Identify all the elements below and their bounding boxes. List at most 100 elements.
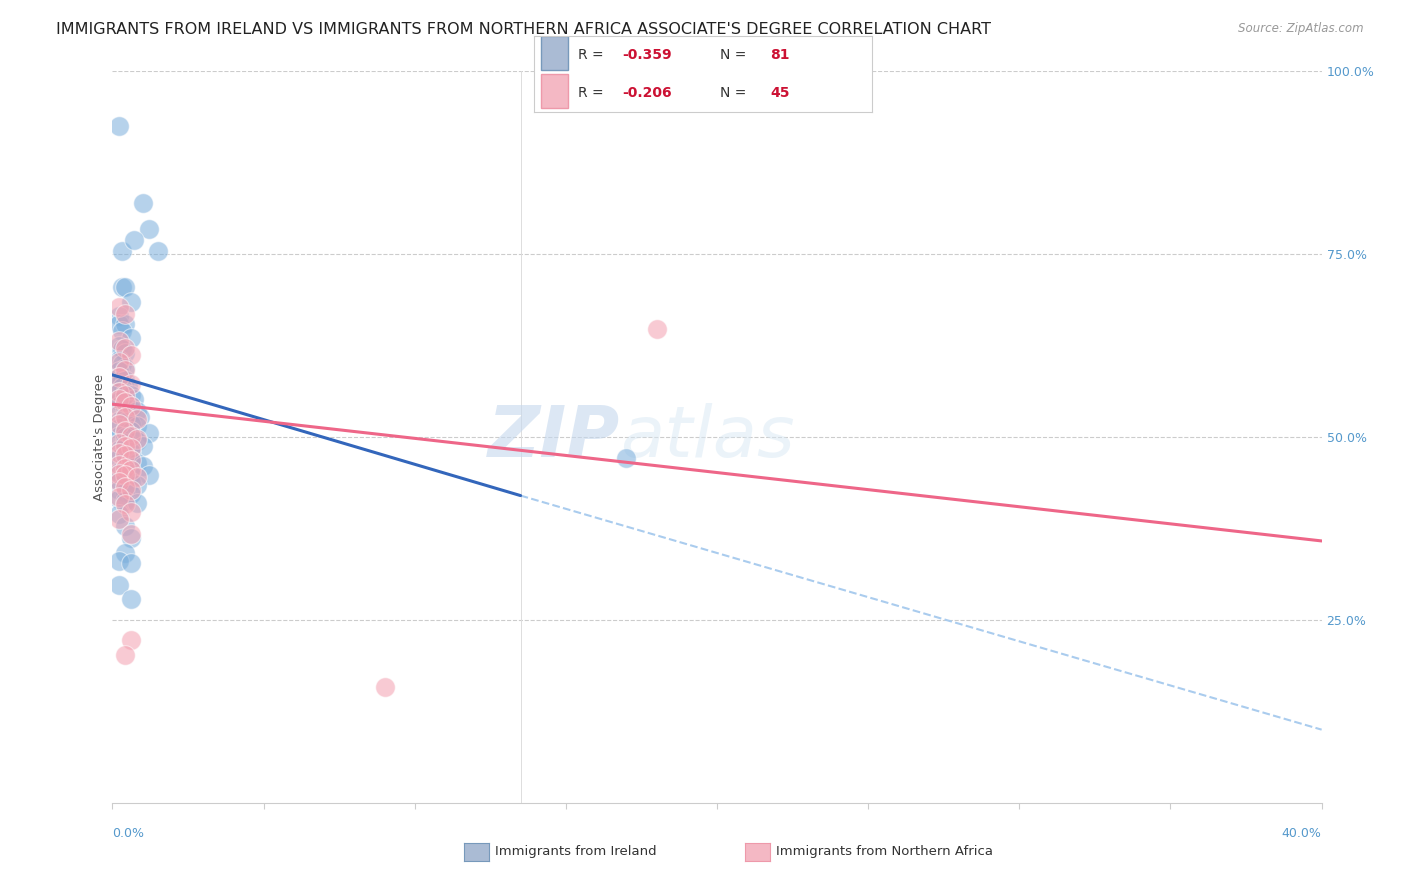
Point (122, 233, 145, 247)
Point (114, 497, 136, 511)
Point (114, 363, 136, 377)
Point (120, 531, 142, 545)
Point (138, 221, 160, 235)
Point (110, 343, 132, 357)
Point (107, 475, 129, 490)
Point (120, 467, 142, 481)
Point (114, 424, 136, 438)
Point (146, 244, 169, 258)
Point (120, 487, 142, 501)
Text: 81: 81 (770, 47, 790, 62)
Point (114, 439, 136, 453)
Point (114, 317, 136, 331)
Point (120, 592, 142, 607)
Point (120, 441, 142, 455)
Text: 45: 45 (770, 86, 790, 100)
Point (110, 324, 132, 338)
Point (120, 633, 142, 648)
Point (107, 407, 129, 421)
Point (120, 331, 142, 345)
Point (120, 348, 142, 362)
Text: Source: ZipAtlas.com: Source: ZipAtlas.com (1239, 22, 1364, 36)
Point (107, 450, 129, 465)
Point (138, 426, 160, 441)
Point (125, 434, 148, 448)
Point (107, 554, 129, 568)
Point (107, 483, 129, 497)
Point (120, 377, 142, 392)
Point (120, 475, 142, 490)
Point (107, 300, 129, 314)
Point (120, 402, 142, 417)
Point (114, 460, 136, 475)
Text: IMMIGRANTS FROM IRELAND VS IMMIGRANTS FROM NORTHERN AFRICA ASSOCIATE'S DEGREE CO: IMMIGRANTS FROM IRELAND VS IMMIGRANTS FR… (56, 22, 991, 37)
Point (125, 432, 148, 446)
Point (114, 386, 136, 401)
Point (107, 334, 129, 348)
Point (125, 477, 148, 491)
Text: ZIP: ZIP (488, 402, 620, 472)
Text: -0.206: -0.206 (621, 86, 672, 100)
Point (114, 519, 136, 533)
Point (120, 428, 142, 442)
Point (107, 392, 129, 406)
Point (107, 400, 129, 414)
Point (107, 428, 129, 442)
Point (107, 317, 129, 331)
Point (107, 364, 129, 378)
Point (114, 480, 136, 494)
Point (107, 355, 129, 369)
Point (107, 384, 129, 399)
Point (107, 393, 129, 408)
Point (107, 370, 129, 384)
FancyBboxPatch shape (541, 74, 568, 108)
Point (114, 648, 136, 662)
Point (110, 244, 132, 258)
Point (114, 341, 136, 355)
Point (114, 485, 136, 500)
Point (120, 505, 142, 519)
Point (114, 360, 136, 375)
Point (107, 473, 129, 487)
Point (117, 379, 139, 393)
Point (114, 401, 136, 415)
Point (120, 424, 142, 438)
Point (107, 384, 129, 399)
Point (110, 380, 132, 394)
Point (120, 400, 142, 414)
Point (132, 459, 155, 474)
Point (120, 556, 142, 570)
Point (107, 414, 129, 428)
Point (107, 417, 129, 431)
Point (107, 446, 129, 460)
Text: R =: R = (578, 47, 609, 62)
Point (120, 453, 142, 467)
Point (114, 280, 136, 294)
Point (114, 452, 136, 467)
Point (114, 468, 136, 483)
FancyBboxPatch shape (541, 36, 568, 70)
Point (125, 470, 148, 484)
Point (120, 526, 142, 541)
Point (114, 395, 136, 409)
Point (107, 512, 129, 526)
Point (107, 492, 129, 507)
Point (107, 490, 129, 504)
Point (107, 458, 129, 472)
Point (107, 119, 129, 133)
Text: N =: N = (720, 47, 751, 62)
Point (107, 443, 129, 458)
Point (114, 449, 136, 463)
Point (122, 392, 145, 406)
Point (125, 404, 148, 418)
Y-axis label: Associate's Degree: Associate's Degree (93, 374, 105, 500)
Point (132, 439, 155, 453)
Point (114, 474, 136, 488)
Point (107, 377, 129, 392)
Point (114, 387, 136, 401)
Text: N =: N = (720, 86, 751, 100)
Point (374, 680, 396, 694)
Point (114, 346, 136, 360)
Point (125, 496, 148, 510)
Point (107, 310, 129, 324)
